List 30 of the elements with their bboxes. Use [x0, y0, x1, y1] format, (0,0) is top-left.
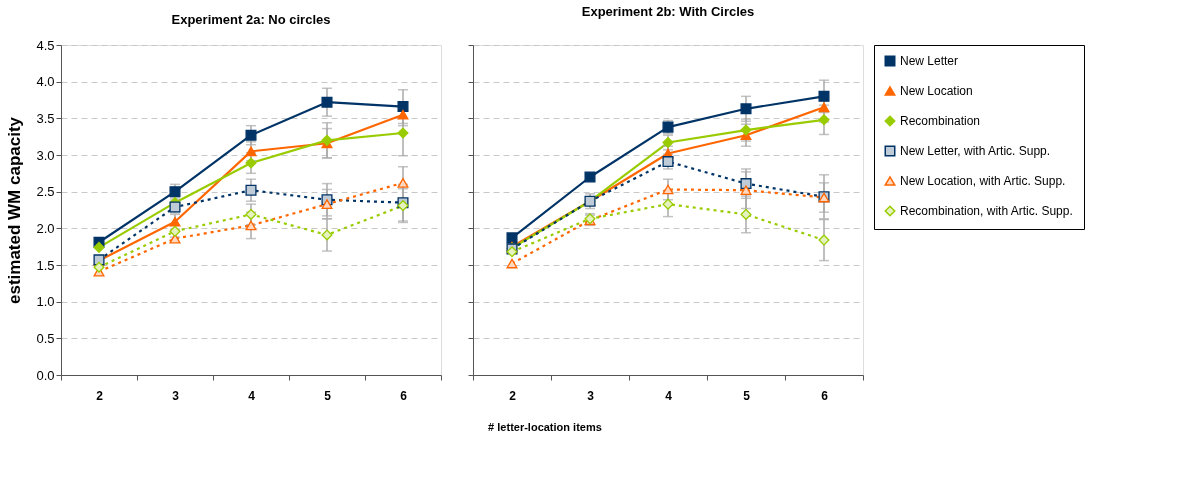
legend-label: New Location, with Artic. Supp.	[900, 174, 1066, 188]
x-tick-label: 3	[172, 388, 180, 403]
y-tick-label: 1.5	[36, 257, 55, 273]
x-tick-label: 6	[821, 388, 829, 403]
legend-label: Recombination, with Artic. Supp.	[900, 204, 1073, 218]
y-tick-label: 4.0	[36, 74, 55, 90]
x-tick-label: 4	[248, 388, 256, 403]
y-tick-label: 2.5	[36, 184, 55, 200]
y-tick-label: 3.5	[36, 110, 55, 126]
legend-label: Recombination	[900, 114, 981, 128]
x-tick-label: 5	[324, 388, 332, 403]
chart-title: Experiment 2a: No circles	[171, 12, 331, 27]
legend-label: New Location	[900, 84, 973, 98]
x-tick-label: 3	[587, 388, 595, 403]
y-axis-title: estimated WM capacity	[5, 116, 25, 305]
x-tick-label: 2	[96, 388, 104, 403]
y-tick-label: 3.0	[36, 147, 55, 163]
legend-label: New Letter	[900, 54, 959, 68]
chart-title: Experiment 2b: With Circles	[581, 3, 755, 19]
y-tick-label: 4.5	[36, 37, 55, 53]
x-tick-label: 2	[509, 388, 517, 403]
x-axis-title: # letter-location items	[488, 420, 602, 433]
y-tick-label: 1.0	[36, 294, 55, 310]
y-tick-label: 2.0	[36, 220, 55, 236]
x-tick-label: 4	[665, 388, 673, 403]
y-tick-label: 0.5	[36, 330, 55, 346]
x-tick-label: 5	[743, 388, 751, 403]
y-tick-label: 0.0	[36, 367, 55, 383]
x-tick-label: 6	[400, 388, 408, 403]
legend-label: New Letter, with Artic. Supp.	[900, 144, 1051, 158]
